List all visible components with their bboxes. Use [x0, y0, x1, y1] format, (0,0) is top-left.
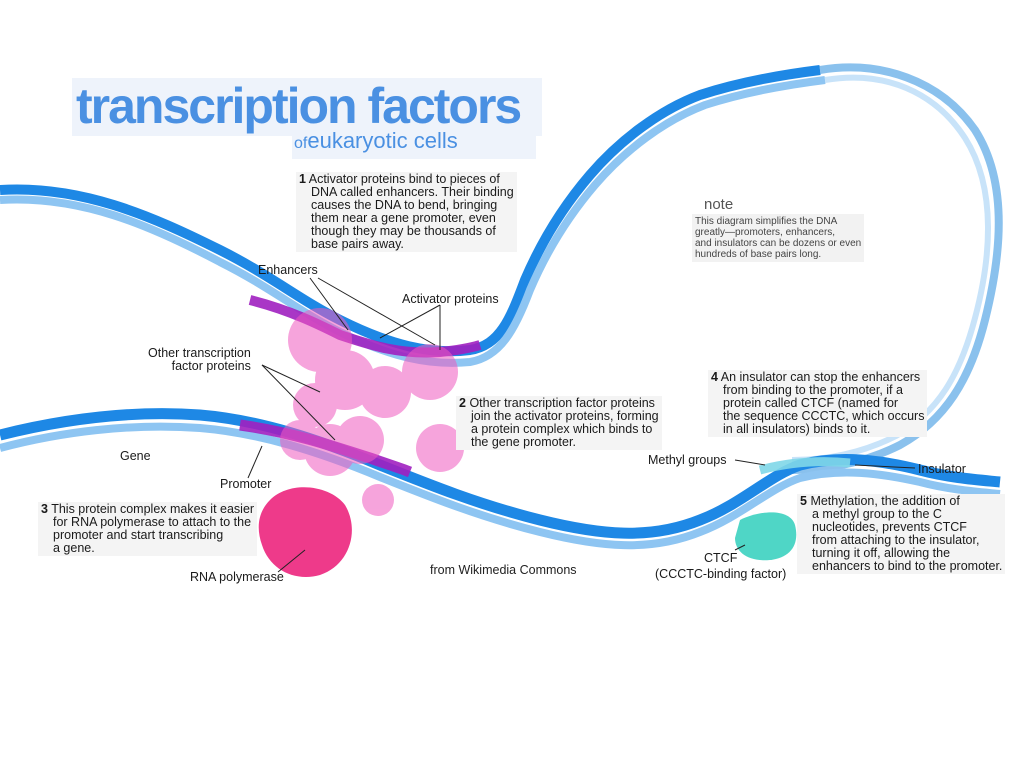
- gene-dna-strand: [0, 408, 1001, 550]
- rna-polymerase-shape: [258, 487, 352, 577]
- step-5-text: 5 Methylation, the addition of a methyl …: [797, 494, 1006, 574]
- diagram-title: transcription factors: [72, 78, 543, 136]
- source-credit: from Wikimedia Commons: [430, 563, 577, 577]
- step-2-number: 2: [459, 396, 466, 410]
- label-methyl-groups: Methyl groups: [648, 453, 727, 467]
- step-4-text: 4 An insulator can stop the enhancers fr…: [708, 370, 928, 437]
- label-rna-polymerase: RNA polymerase: [190, 570, 284, 584]
- diagram-subtitle: ofeukaryotic cells: [292, 128, 536, 159]
- step-3-number: 3: [41, 502, 48, 516]
- label-ctcf: CTCF: [704, 551, 738, 565]
- subtitle-text: eukaryotic cells: [307, 128, 458, 153]
- step-1-text: 1 Activator proteins bind to pieces of D…: [296, 172, 517, 252]
- label-other-tf: Other transcription factor proteins: [148, 346, 251, 373]
- step-2-text: 2 Other transcription factor proteins jo…: [456, 396, 662, 450]
- ctcf-shape: [735, 512, 797, 561]
- step-1-number: 1: [299, 172, 306, 186]
- step-5-number: 5: [800, 494, 807, 508]
- leader-lines: [247, 277, 916, 573]
- label-activator-proteins: Activator proteins: [402, 292, 499, 306]
- subtitle-prefix: of: [294, 135, 308, 152]
- label-enhancers: Enhancers: [258, 263, 318, 277]
- loop-dna-strand: [789, 63, 1003, 474]
- label-ctcf-sub: (CCCTC-binding factor): [655, 567, 787, 581]
- step-4-number: 4: [711, 370, 718, 384]
- note-title: note: [704, 196, 734, 213]
- note-body: This diagram simplifies the DNA greatly—…: [692, 214, 865, 262]
- step-3-text: 3 This protein complex makes it easier f…: [38, 502, 258, 556]
- label-insulator: Insulator: [918, 462, 966, 476]
- label-promoter: Promoter: [220, 477, 272, 491]
- label-gene: Gene: [120, 449, 151, 463]
- protein-complex: [280, 308, 464, 516]
